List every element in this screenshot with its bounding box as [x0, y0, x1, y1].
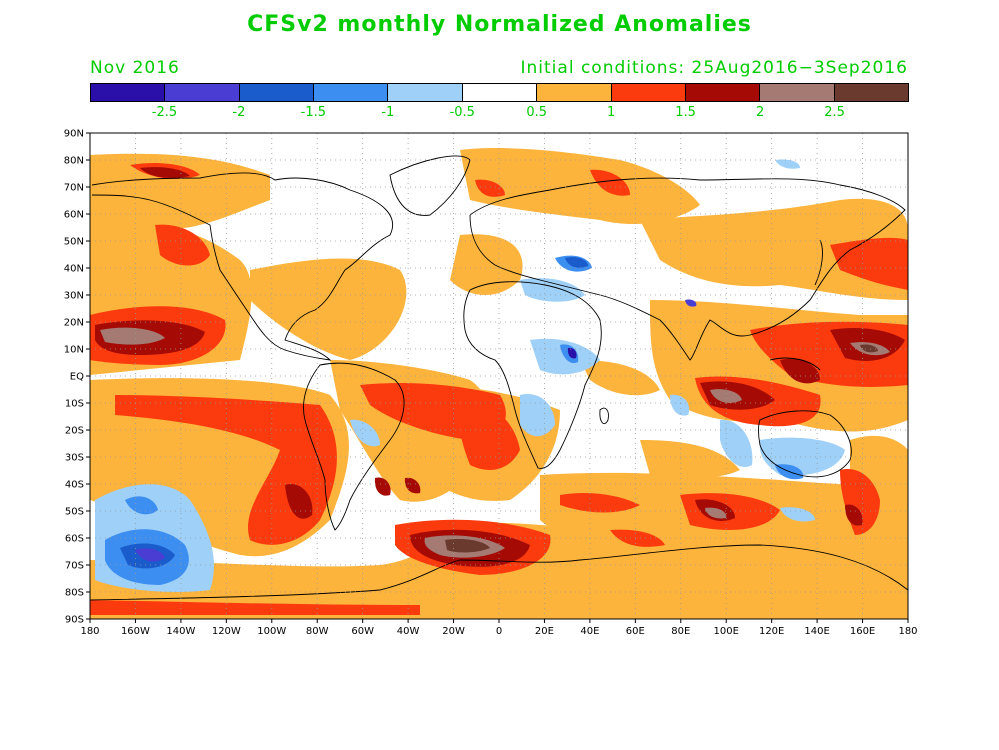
anomaly-minus-2-to-minus-2p5 [135, 299, 697, 562]
lon-tick-label: 120W [212, 626, 241, 637]
colorbar-swatch [834, 84, 908, 101]
lat-tick-label: 40N [64, 264, 84, 275]
lat-tick-label: 20S [65, 426, 84, 437]
colorbar-swatch [760, 84, 835, 101]
lat-tick-label: 60S [65, 534, 84, 545]
latitude-axis: 90N 80N 70N 60N 50N 40N 30N 20N 10N EQ 10S 20S 30S 40… [64, 129, 90, 626]
lat-tick-label: 10N [64, 345, 84, 356]
lon-tick-label: 100W [257, 626, 286, 637]
colorbar-swatch [462, 84, 538, 101]
lon-tick-label: 40E [580, 626, 599, 637]
lon-tick-label: 80W [306, 626, 329, 637]
colorbar-swatch [685, 84, 761, 101]
lat-tick-label: 60N [64, 210, 84, 221]
colorbar-swatch [165, 84, 240, 101]
lat-tick-label: 50N [64, 237, 84, 248]
colorbar-label: 1 [607, 105, 616, 120]
colorbar-swatch [537, 84, 612, 101]
anomaly-above-2p5 [445, 344, 878, 553]
lat-tick-label: 10S [65, 399, 84, 410]
colorbar-swatch [239, 84, 315, 101]
lat-tick-label: 90S [65, 615, 84, 626]
lon-tick-label: 120E [759, 626, 784, 637]
lat-tick-label: EQ [70, 372, 84, 383]
lon-tick-label: 20W [442, 626, 465, 637]
lat-tick-label: 80S [65, 588, 84, 599]
colorbar-label: 0.5 [526, 105, 548, 120]
lat-tick-label: 90N [64, 129, 84, 140]
lat-tick-label: 70S [65, 561, 84, 572]
lon-tick-label: 60W [351, 626, 374, 637]
colorbar-label: 1.5 [675, 105, 696, 120]
forecast-month: Nov 2016 [90, 58, 180, 78]
lon-tick-label: 160E [850, 626, 875, 637]
lat-tick-label: 20N [64, 318, 84, 329]
lat-tick-label: 70N [64, 183, 84, 194]
lon-tick-label: 0 [496, 626, 502, 637]
lon-tick-label: 80E [671, 626, 690, 637]
lon-tick-label: 160W [121, 626, 150, 637]
colorbar-label: 2.5 [824, 105, 845, 120]
lon-tick-label: 40W [397, 626, 420, 637]
anomaly-below-minus-2p5 [567, 347, 577, 359]
lon-tick-label: 140E [804, 626, 829, 637]
colorbar [90, 83, 909, 102]
colorbar-label: 2 [755, 105, 765, 120]
longitude-axis: 180 160W 140W 120W 100W 80W 60W 40W 20W 0 20E 40E 60… [80, 619, 918, 637]
lon-tick-label: 180 [80, 626, 99, 637]
lon-tick-label: 60E [626, 626, 645, 637]
map-title: CFSv2 monthly Normalized Anomalies [247, 12, 752, 37]
colorbar-label: -1 [381, 105, 395, 120]
lat-tick-label: 30S [65, 453, 84, 464]
colorbar-swatch [388, 84, 463, 101]
colorbar-label: -2 [232, 105, 246, 120]
lon-tick-label: 140W [166, 626, 195, 637]
lon-tick-label: 20E [535, 626, 554, 637]
lon-tick-label: 100E [714, 626, 739, 637]
colorbar-swatch [91, 84, 166, 101]
initial-conditions: Initial conditions: 25Aug2016−3Sep2016 [520, 58, 908, 78]
lat-tick-label: 40S [65, 480, 84, 491]
colorbar-swatch [611, 84, 686, 101]
colorbar-label: -1.5 [300, 105, 327, 120]
lat-tick-label: 30N [64, 291, 84, 302]
lon-tick-label: 180 [898, 626, 917, 637]
colorbar-label: -2.5 [151, 105, 178, 120]
lat-tick-label: 80N [64, 156, 84, 167]
colorbar-label: -0.5 [449, 105, 475, 120]
graticule [90, 133, 908, 619]
anomaly-field [90, 148, 908, 619]
colorbar-swatch [314, 84, 389, 101]
coastlines [90, 155, 908, 601]
anomaly-2-to-2p5 [100, 327, 890, 558]
lat-tick-label: 50S [65, 507, 84, 518]
